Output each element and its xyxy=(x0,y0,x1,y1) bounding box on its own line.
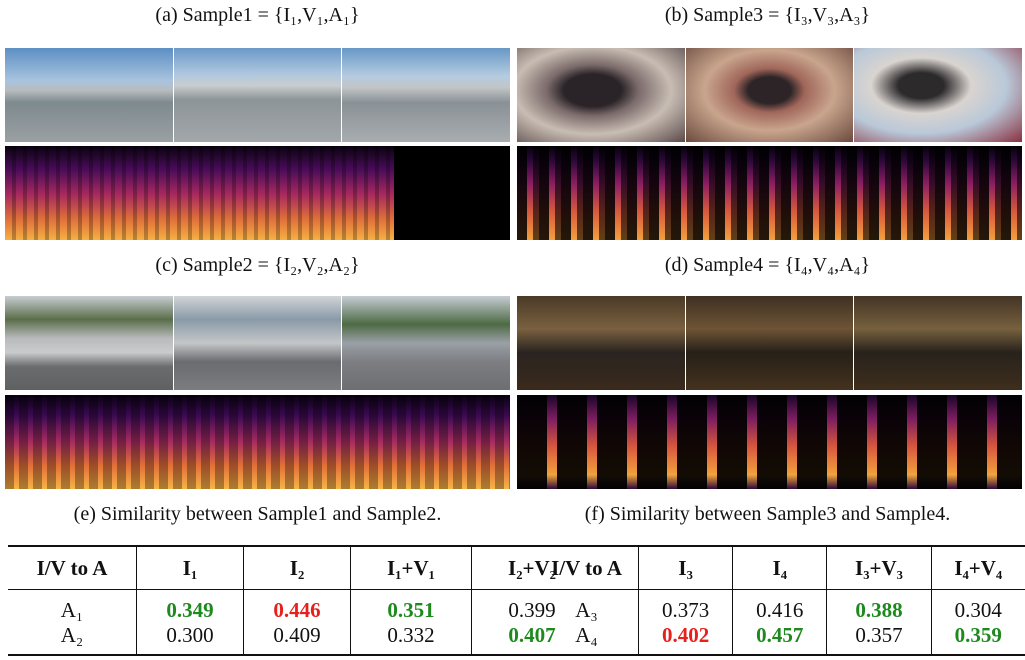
table-cell: 0.300 xyxy=(137,623,244,655)
video-frames xyxy=(517,296,1022,390)
spectrogram xyxy=(517,146,1022,240)
page: (a) Sample1 = {I₁,V₁,A₁} (b) Sample3 = {… xyxy=(0,0,1025,660)
table-cell: A₁ xyxy=(8,590,137,624)
header-cell: I₄ xyxy=(733,546,827,590)
panel-caption: (a) Sample1 = {I₁,V₁,A₁} xyxy=(5,4,510,27)
table-cell: 0.349 xyxy=(137,590,244,624)
header-cell: I₃ xyxy=(639,546,733,590)
spectrogram xyxy=(5,146,510,240)
header-cell: I₁ xyxy=(137,546,244,590)
table-cell: A₂ xyxy=(8,623,137,655)
header-cell: I₄+V₄ xyxy=(931,546,1025,590)
table-cell: 0.357 xyxy=(827,623,931,655)
table-cell: 0.332 xyxy=(351,623,472,655)
table-cell: A₃ xyxy=(535,590,639,624)
spectrogram xyxy=(5,395,510,489)
table-cell: 0.402 xyxy=(639,623,733,655)
table-caption: (f) Similarity between Sample3 and Sampl… xyxy=(515,503,1020,526)
table-cell: 0.416 xyxy=(733,590,827,624)
table-cell: A₄ xyxy=(535,623,639,655)
header-cell: I/V to A xyxy=(8,546,137,590)
table-cell: 0.388 xyxy=(827,590,931,624)
table-caption: (e) Similarity between Sample1 and Sampl… xyxy=(5,503,510,526)
header-cell: I₁+V₁ xyxy=(351,546,472,590)
panel-caption: (c) Sample2 = {I₂,V₂,A₂} xyxy=(5,254,510,277)
table-cell: 0.409 xyxy=(244,623,351,655)
table-cell: 0.373 xyxy=(639,590,733,624)
table-cell: 0.304 xyxy=(931,590,1025,624)
table-cell: 0.457 xyxy=(733,623,827,655)
spectrogram xyxy=(517,395,1022,489)
table-cell: 0.359 xyxy=(931,623,1025,655)
video-frames xyxy=(5,48,510,142)
table-cell: 0.446 xyxy=(244,590,351,624)
header-cell: I/V to A xyxy=(535,546,639,590)
panel-caption: (d) Sample4 = {I₄,V₄,A₄} xyxy=(515,254,1020,277)
video-frames xyxy=(517,48,1022,142)
header-cell: I₂ xyxy=(244,546,351,590)
panel-caption: (b) Sample3 = {I₃,V₃,A₃} xyxy=(515,4,1020,27)
header-cell: I₃+V₃ xyxy=(827,546,931,590)
table-cell: 0.351 xyxy=(351,590,472,624)
video-frames xyxy=(5,296,510,390)
